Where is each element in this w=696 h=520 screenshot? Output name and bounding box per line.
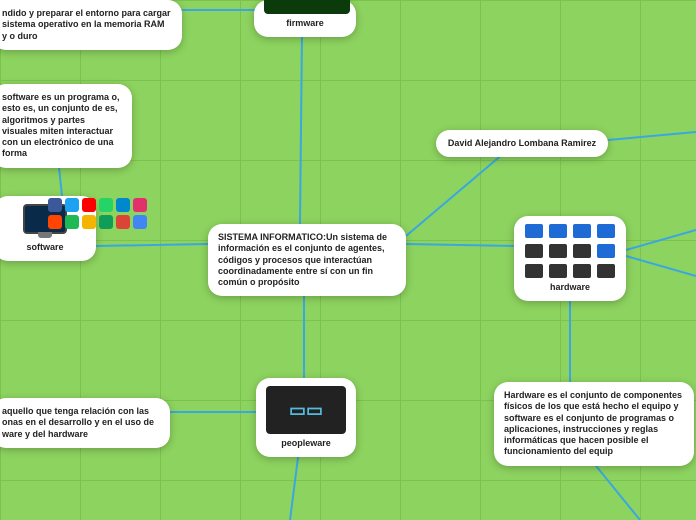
node-center-text: SISTEMA INFORMATICO:Un sistema de inform… — [218, 232, 396, 288]
node-peopleware[interactable]: ▭▭ peopleware — [256, 378, 356, 457]
node-hardware-label: hardware — [524, 282, 616, 293]
node-software-desc-text: software es un programa o, esto es, un c… — [2, 92, 122, 160]
node-peopleware-desc-text: aquello que tenga relación con las onas … — [2, 406, 160, 440]
node-peopleware-label: peopleware — [266, 438, 346, 449]
node-firmware-desc[interactable]: ndido y preparar el entorno para cargar … — [0, 0, 182, 50]
node-hardware-desc-text: Hardware es el conjunto de componentes f… — [504, 390, 684, 458]
node-software-label: software — [4, 242, 86, 253]
node-hardware[interactable]: hardware — [514, 216, 626, 301]
hardware-icons — [524, 224, 616, 278]
node-firmware-desc-text: ndido y preparar el entorno para cargar … — [2, 8, 172, 42]
app-icons — [48, 198, 147, 229]
monitor-icon: ▭▭ — [289, 399, 323, 422]
peopleware-image: ▭▭ — [266, 386, 346, 434]
firmware-image — [264, 0, 350, 14]
imac-stand-icon — [38, 232, 52, 238]
node-software-desc[interactable]: software es un programa o, esto es, un c… — [0, 84, 132, 168]
node-hardware-desc[interactable]: Hardware es el conjunto de componentes f… — [494, 382, 694, 466]
node-center[interactable]: SISTEMA INFORMATICO:Un sistema de inform… — [208, 224, 406, 296]
node-software[interactable]: software — [0, 196, 96, 261]
node-firmware-label: firmware — [264, 18, 346, 29]
node-author-text: David Alejandro Lombana Ramirez — [446, 138, 598, 149]
node-peopleware-desc[interactable]: aquello que tenga relación con las onas … — [0, 398, 170, 448]
node-firmware[interactable]: firmware — [254, 0, 356, 37]
node-author[interactable]: David Alejandro Lombana Ramirez — [436, 130, 608, 157]
